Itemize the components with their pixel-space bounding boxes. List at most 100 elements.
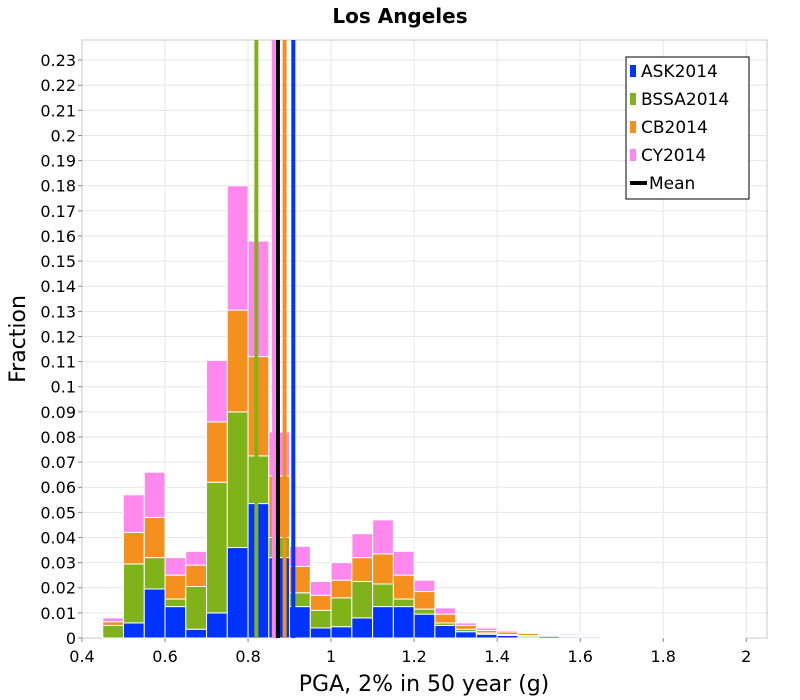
bar-cy2014	[372, 519, 394, 555]
y-tick-label: 0.06	[40, 478, 76, 497]
mean-lines	[254, 40, 296, 638]
bar-bssa2014	[206, 481, 228, 614]
bar-ask2014	[475, 633, 498, 639]
bar-ask2014	[226, 547, 249, 639]
bar-ask2014	[247, 503, 270, 639]
bar-bssa2014	[247, 455, 270, 505]
y-tick-label: 0.07	[40, 453, 76, 472]
bar-cy2014	[164, 557, 187, 576]
x-tick-label: 1.6	[567, 647, 592, 666]
bar-cy2014	[185, 550, 208, 566]
y-tick-label: 0.18	[40, 177, 76, 196]
bar-ask2014	[434, 624, 457, 639]
y-tick-label: 0.15	[40, 252, 76, 271]
bar-cy2014	[413, 579, 436, 593]
x-tick-label: 1.2	[401, 647, 426, 666]
bar-cb2014	[143, 516, 166, 559]
bar-cb2014	[413, 591, 436, 610]
legend: ASK2014 BSSA2014 CB2014 CY2014 Mean	[625, 56, 750, 200]
bar-ask2014	[164, 606, 187, 639]
bar-cy2014	[538, 633, 560, 636]
bar-cb2014	[455, 624, 477, 630]
y-tick-label: 0.21	[40, 101, 76, 120]
bar-cy2014	[309, 580, 332, 596]
x-axis-label: PGA, 2% in 50 year (g)	[299, 672, 550, 697]
bar-cb2014	[206, 421, 228, 483]
legend-swatch	[630, 149, 636, 161]
x-tick-label: 1.4	[484, 647, 509, 666]
y-tick-label: 0.11	[40, 353, 76, 372]
legend-label: CB2014	[641, 118, 708, 138]
x-axis-ticks: 0.4 0.6 0.8 1 1.2 1.4 1.6 1.8 2	[69, 638, 751, 666]
y-tick-label: 0.14	[40, 277, 76, 296]
bar-bssa2014	[102, 624, 125, 639]
bar-cb2014	[372, 553, 394, 585]
bar-cy2014	[330, 562, 353, 581]
bar-bssa2014	[392, 598, 415, 608]
bar-cb2014	[330, 579, 353, 599]
bar-cy2014	[600, 635, 623, 637]
x-tick-label: 1.8	[650, 647, 675, 666]
legend-swatch	[630, 121, 636, 133]
y-tick-label: 0.23	[40, 51, 76, 70]
legend-label: Mean	[649, 174, 695, 194]
bar-cy2014	[621, 635, 643, 638]
x-tick-label: 0.6	[152, 647, 177, 666]
y-tick-label: 0.19	[40, 152, 76, 171]
bar-ask2014	[351, 617, 374, 639]
y-axis-ticks: 0 0.01 0.02 0.03 0.04 0.05 0.06 0.07 0.08 0.09 0.1…	[40, 51, 82, 648]
bar-ask2014	[392, 606, 415, 639]
bar-cb2014	[434, 613, 457, 624]
y-tick-label: 0.09	[40, 403, 76, 422]
bar-cy2014	[434, 607, 457, 615]
bar-bssa2014	[330, 597, 353, 628]
bar-cy2014	[475, 627, 498, 631]
y-tick-label: 0.1	[51, 378, 76, 397]
bar-cy2014	[102, 617, 125, 623]
bar-ask2014	[309, 627, 332, 639]
bar-bssa2014	[123, 563, 145, 624]
y-tick-label: 0	[66, 629, 76, 648]
bar-bssa2014	[164, 598, 187, 608]
y-tick-label: 0.16	[40, 227, 76, 246]
bar-cy2014	[206, 359, 228, 423]
bar-bssa2014	[413, 608, 436, 615]
bar-cy2014	[579, 634, 602, 636]
chart-title: Los Angeles	[332, 4, 467, 28]
bar-ask2014	[143, 588, 166, 639]
bar-bssa2014	[185, 585, 208, 630]
y-tick-label: 0.01	[40, 604, 76, 623]
bar-cb2014	[392, 574, 415, 600]
legend-label: ASK2014	[641, 62, 718, 82]
y-axis-label: Fraction	[6, 295, 31, 383]
bar-bssa2014	[309, 609, 332, 629]
bar-bssa2014	[143, 557, 166, 590]
bar-cb2014	[309, 594, 332, 611]
x-tick-label: 0.8	[235, 647, 260, 666]
bar-cy2014	[226, 185, 249, 311]
bar-cy2014	[123, 494, 145, 533]
y-tick-label: 0.05	[40, 503, 76, 522]
bar-cb2014	[226, 309, 249, 413]
bar-bssa2014	[226, 411, 249, 549]
legend-label: CY2014	[641, 146, 706, 166]
bar-ask2014	[372, 606, 394, 639]
bar-cy2014	[351, 533, 374, 559]
legend-swatch	[630, 65, 636, 77]
bar-ask2014	[455, 631, 477, 639]
bar-cy2014	[496, 629, 519, 633]
legend-swatch	[630, 93, 636, 105]
bar-cy2014	[558, 633, 581, 636]
bar-ask2014	[185, 628, 208, 639]
y-tick-label: 0.2	[51, 126, 76, 145]
bar-ask2014	[330, 626, 353, 639]
bar-ask2014	[206, 612, 228, 639]
bar-cy2014	[455, 622, 477, 626]
legend-label: BSSA2014	[641, 90, 729, 110]
bar-cb2014	[185, 564, 208, 587]
bar-bssa2014	[372, 583, 394, 608]
y-tick-label: 0.17	[40, 202, 76, 221]
bar-cy2014	[517, 631, 540, 634]
y-tick-label: 0.22	[40, 76, 76, 95]
